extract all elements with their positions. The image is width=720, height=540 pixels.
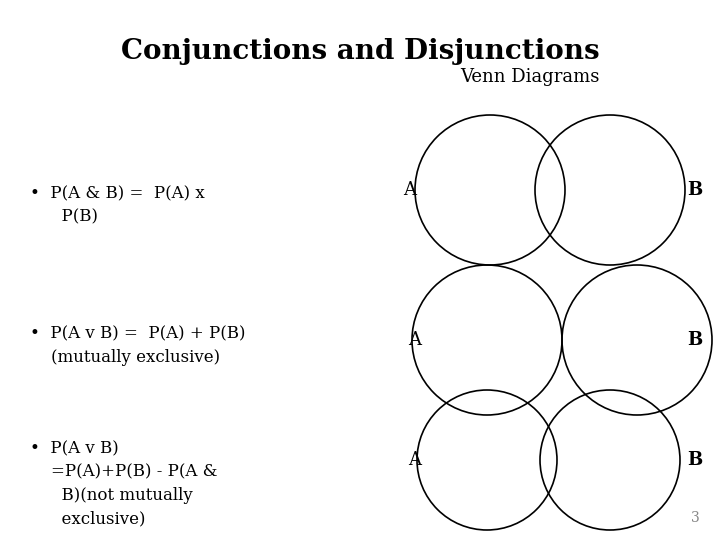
Text: Conjunctions and Disjunctions: Conjunctions and Disjunctions xyxy=(121,38,599,65)
Text: B: B xyxy=(688,451,703,469)
Text: •  P(A & B) =  P(A) x
      P(B): • P(A & B) = P(A) x P(B) xyxy=(30,185,204,226)
Text: A: A xyxy=(408,451,421,469)
Text: A: A xyxy=(403,181,416,199)
Text: •  P(A v B) =  P(A) + P(B)
    (mutually exclusive): • P(A v B) = P(A) + P(B) (mutually exclu… xyxy=(30,325,246,366)
Text: A: A xyxy=(408,331,421,349)
Text: Venn Diagrams: Venn Diagrams xyxy=(460,68,600,86)
Text: 3: 3 xyxy=(691,511,700,525)
Text: •  P(A v B)
    =P(A)+P(B) - P(A &
      B)(not mutually
      exclusive): • P(A v B) =P(A)+P(B) - P(A & B)(not mut… xyxy=(30,440,217,528)
Text: B: B xyxy=(688,331,703,349)
Text: B: B xyxy=(688,181,703,199)
